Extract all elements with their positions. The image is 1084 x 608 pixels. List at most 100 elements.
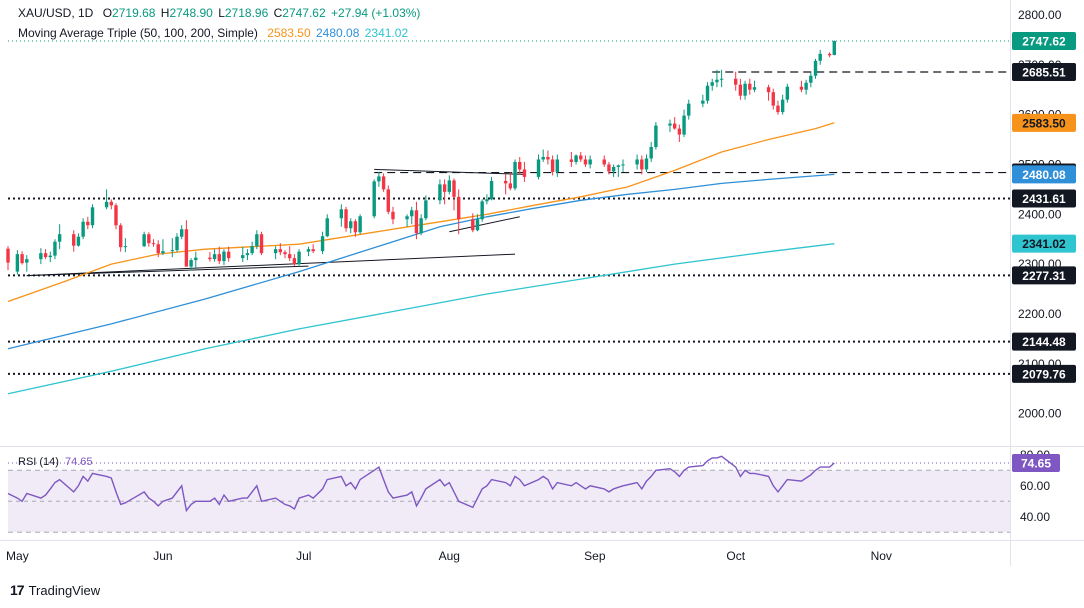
candle-up bbox=[250, 246, 254, 254]
candle-down bbox=[217, 254, 221, 262]
candle-up bbox=[212, 254, 217, 260]
candle-up bbox=[142, 234, 146, 247]
candle-up bbox=[53, 241, 57, 256]
candle-down bbox=[518, 161, 522, 170]
candle-up bbox=[621, 164, 625, 166]
price-label-text: 2079.76 bbox=[1022, 367, 1066, 381]
candle-down bbox=[151, 243, 156, 245]
price-label-box bbox=[1012, 189, 1076, 208]
support-resistance-layer bbox=[8, 40, 1010, 375]
candle-down bbox=[640, 159, 644, 170]
time-axis-layer[interactable]: May Jun Jul Aug Sep Oct Nov bbox=[6, 549, 892, 563]
candle-up bbox=[424, 200, 428, 219]
candle-up bbox=[170, 250, 175, 252]
rsi-value-box bbox=[1012, 454, 1060, 473]
price-label-box bbox=[1012, 32, 1076, 51]
candle-up bbox=[306, 249, 311, 252]
price-label-layer: 2747.622685.512583.502483.752480.082431.… bbox=[1012, 32, 1076, 473]
candle-down bbox=[344, 209, 348, 229]
tradingview-logo-icon: 17 bbox=[10, 582, 25, 598]
candle-down bbox=[503, 180, 508, 184]
price-label-tag: 2431.61 bbox=[1012, 189, 1076, 208]
candle-up bbox=[480, 201, 484, 220]
candle-up bbox=[372, 181, 376, 217]
price-label-text: 2747.62 bbox=[1022, 35, 1066, 49]
symbol-legend[interactable]: XAU/USD, 1D O2719.68 H2748.90 L2718.96 C… bbox=[18, 6, 422, 20]
candle-down bbox=[72, 234, 76, 246]
candle-up bbox=[161, 251, 165, 254]
candle-up bbox=[588, 159, 592, 165]
candle-down bbox=[579, 155, 583, 160]
candle-down bbox=[226, 251, 231, 259]
candle-down bbox=[452, 180, 456, 197]
candle-up bbox=[644, 158, 649, 170]
candle-up bbox=[635, 159, 639, 165]
price-tick-label: 2000.00 bbox=[1018, 407, 1062, 421]
candle-up bbox=[405, 216, 409, 220]
price-label-tag: 2480.08 bbox=[1012, 165, 1076, 184]
brand-name: TradingView bbox=[28, 582, 101, 598]
candle-up bbox=[194, 257, 198, 261]
trendline bbox=[26, 253, 516, 277]
candle-up bbox=[419, 218, 423, 234]
candle-down bbox=[43, 253, 48, 258]
price-label-tag: 2583.50 bbox=[1012, 113, 1076, 132]
time-tick-label: Jun bbox=[153, 549, 172, 563]
price-label-box bbox=[1012, 113, 1076, 132]
candle-down bbox=[607, 164, 611, 172]
candle-up bbox=[611, 166, 616, 172]
tradingview-brand[interactable]: 17 TradingView bbox=[10, 582, 100, 598]
candle-up bbox=[513, 161, 517, 189]
candle-down bbox=[442, 184, 447, 192]
price-label-box bbox=[1012, 332, 1076, 351]
price-label-tag: 2079.76 bbox=[1012, 364, 1076, 383]
candle-up bbox=[715, 79, 719, 83]
rsi-title: RSI (14) bbox=[18, 456, 59, 468]
price-tick-label: 2400.00 bbox=[1018, 207, 1062, 221]
candle-up bbox=[705, 85, 710, 101]
candle-up bbox=[273, 249, 278, 254]
high-label: H bbox=[160, 6, 170, 20]
ma50-value: 2583.50 bbox=[267, 26, 311, 40]
candle-up bbox=[574, 155, 578, 162]
candle-down bbox=[471, 219, 475, 231]
close-value: 2747.62 bbox=[282, 6, 326, 20]
candle-down bbox=[114, 205, 118, 226]
candle-up bbox=[39, 253, 43, 260]
candle-up bbox=[536, 159, 541, 177]
close-label: C bbox=[273, 6, 283, 20]
candle-down bbox=[386, 189, 390, 212]
candle-up bbox=[710, 82, 714, 86]
rsi-tick-label: 40.00 bbox=[1020, 510, 1050, 524]
rsi-legend[interactable]: RSI (14) 74.65 bbox=[18, 456, 93, 468]
candle-up bbox=[489, 180, 494, 200]
ma-legend[interactable]: Moving Average Triple (50, 100, 200, Sim… bbox=[18, 26, 410, 40]
rsi-band-layer bbox=[8, 469, 1010, 533]
candle-up bbox=[325, 218, 329, 237]
open-label: O bbox=[102, 6, 113, 20]
candle-down bbox=[6, 248, 10, 263]
rsi-legend-value: 74.65 bbox=[64, 456, 93, 468]
candle-up bbox=[743, 83, 747, 96]
time-tick-label: Aug bbox=[439, 549, 460, 563]
candle-up bbox=[175, 236, 179, 251]
candle-up bbox=[189, 260, 193, 267]
candle-up bbox=[649, 147, 653, 159]
change-value: +27.94 (+1.03%) bbox=[331, 6, 421, 20]
candle-up bbox=[76, 236, 81, 246]
candle-down bbox=[208, 257, 212, 260]
candle-down bbox=[799, 86, 804, 90]
grid-layer bbox=[0, 0, 1084, 566]
candle-down bbox=[118, 225, 123, 248]
ma100-value: 2480.08 bbox=[316, 26, 360, 40]
trendline bbox=[374, 168, 525, 175]
candle-down bbox=[287, 254, 292, 259]
candle-up bbox=[668, 123, 672, 126]
candle-up bbox=[15, 254, 20, 272]
ma200-line bbox=[7, 243, 835, 395]
candle-down bbox=[353, 221, 358, 233]
high-value: 2748.90 bbox=[169, 6, 213, 20]
price-label-text: 2341.02 bbox=[1022, 237, 1066, 251]
candle-down bbox=[546, 156, 550, 160]
candle-up bbox=[241, 255, 245, 259]
